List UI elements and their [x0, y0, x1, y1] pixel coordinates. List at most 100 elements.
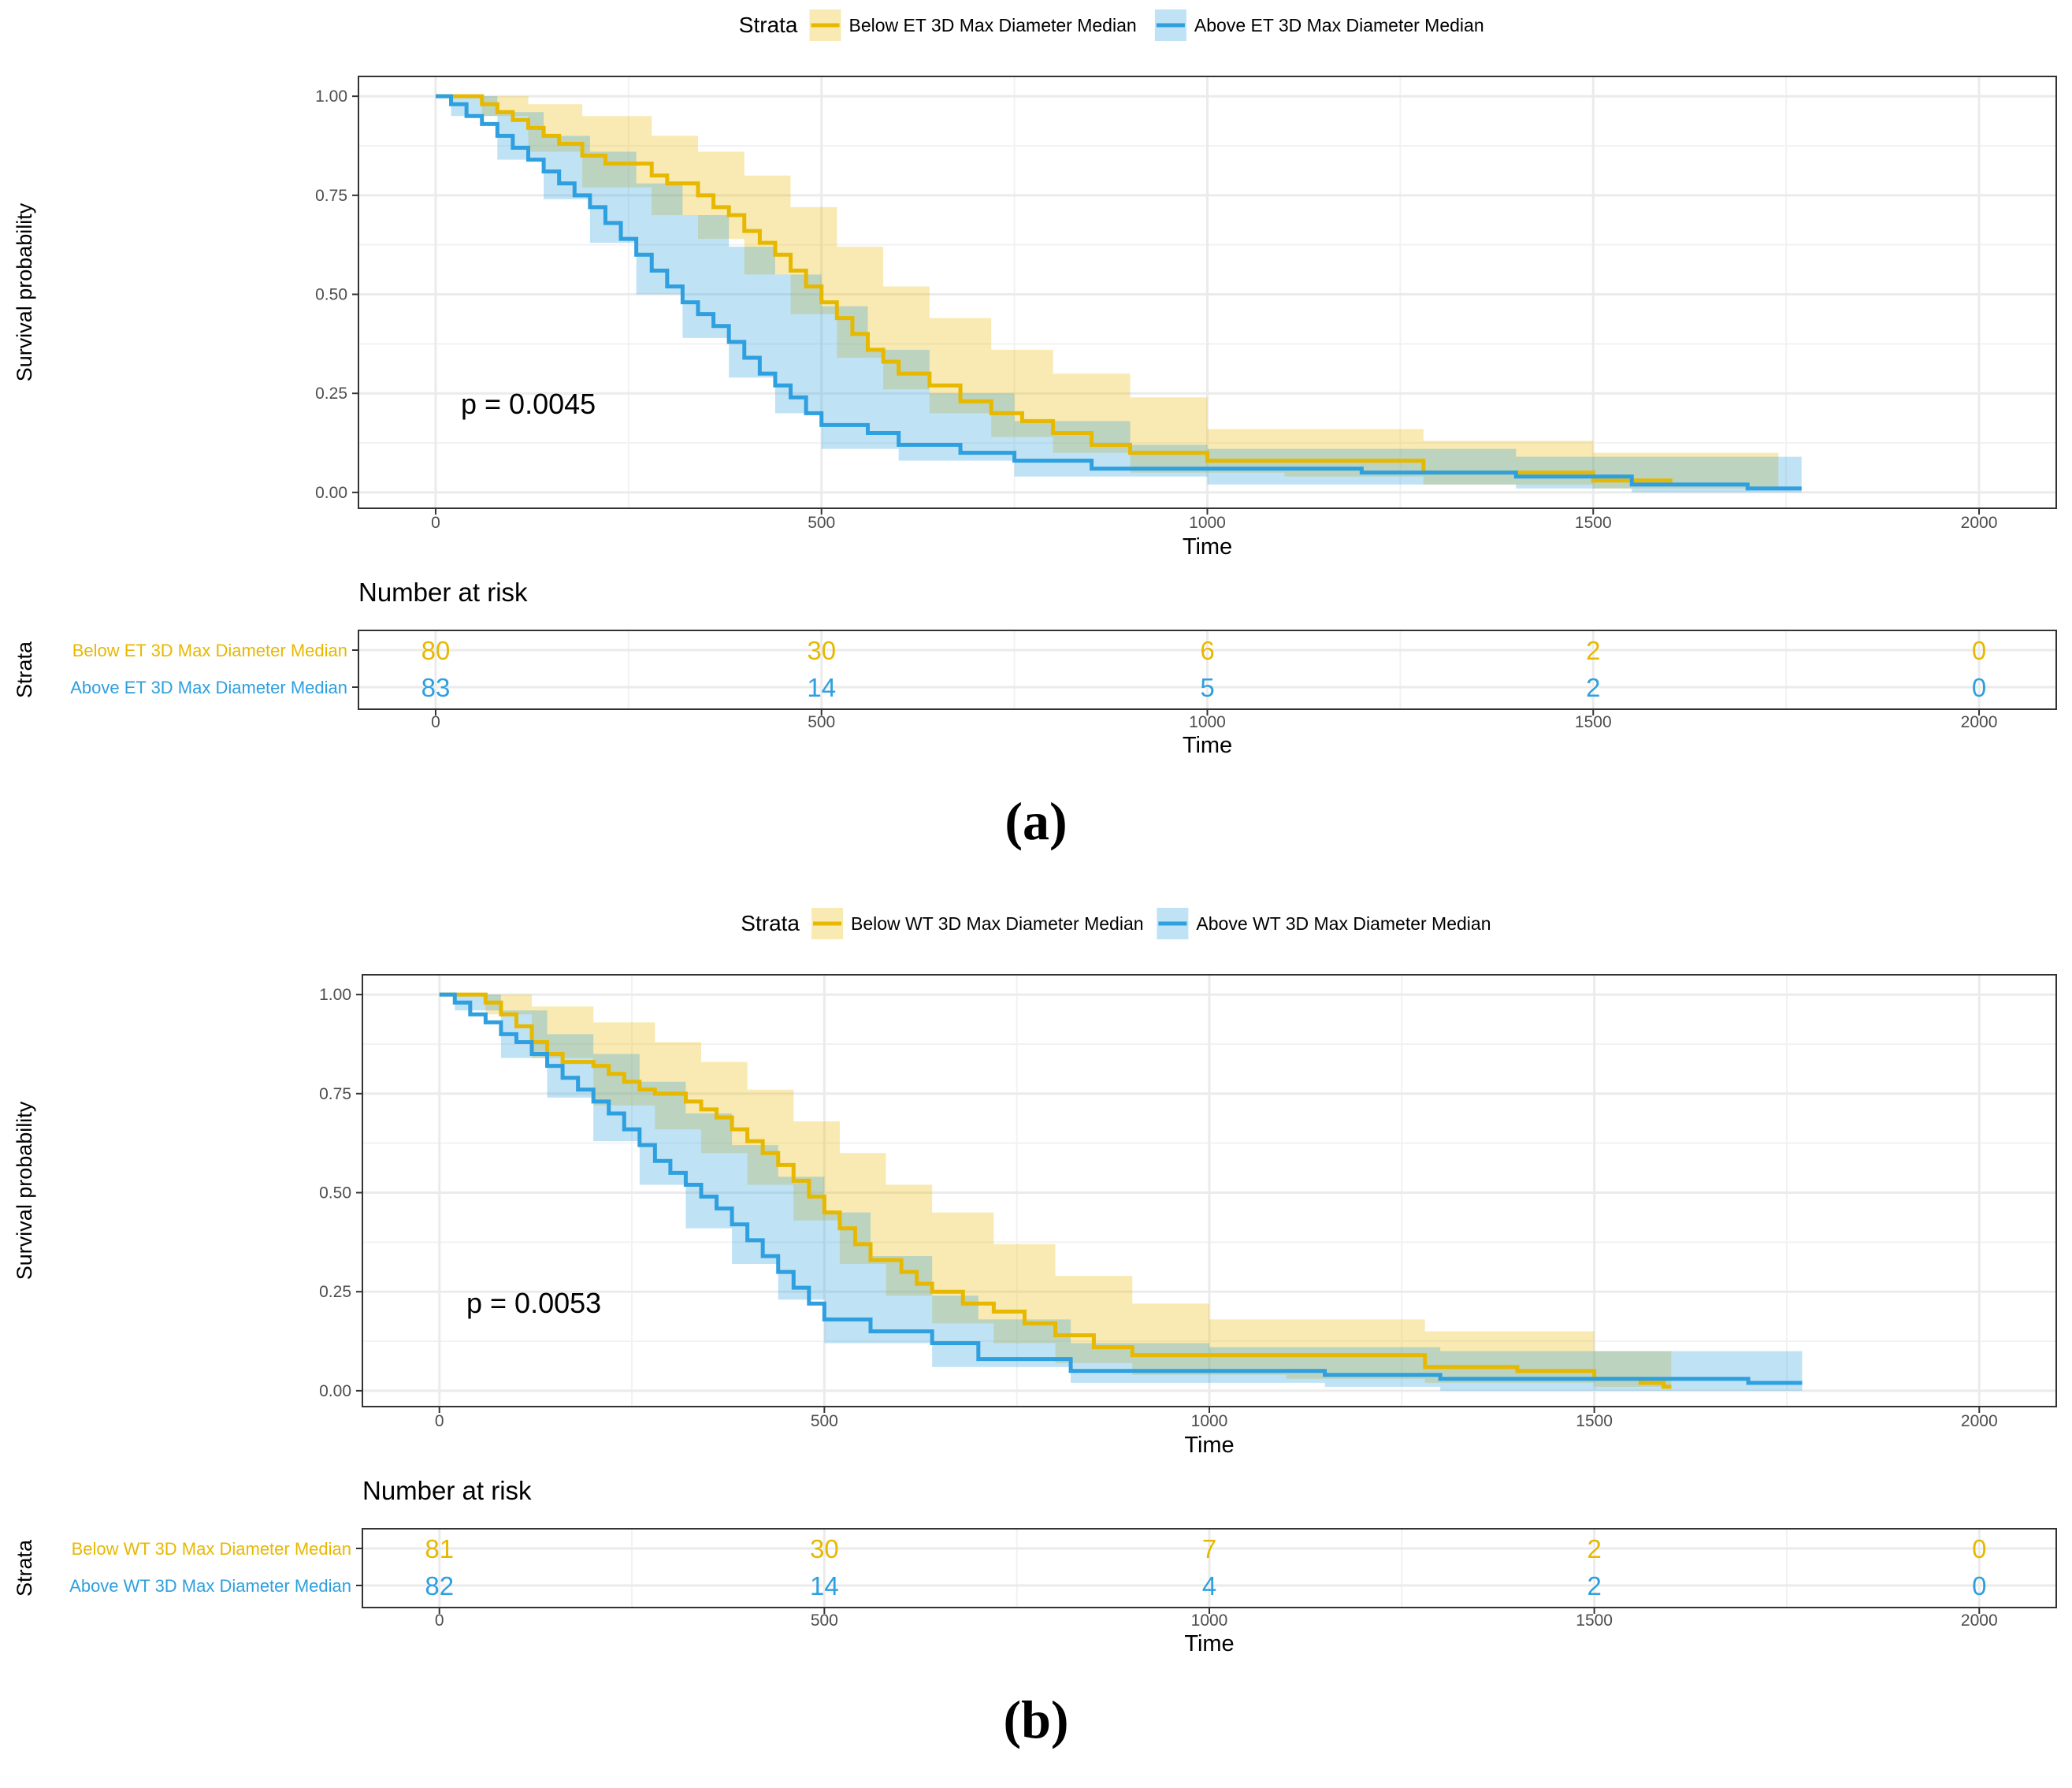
risk-count: 4 [1202, 1571, 1216, 1600]
risk-x-axis-title: Time [1183, 733, 1232, 758]
legend-item-below: Below WT 3D Max Diameter Median [851, 913, 1144, 934]
risk-count: 2 [1586, 636, 1600, 665]
x-axis-title: Time [1184, 1433, 1234, 1458]
y-tick-label: 0.75 [315, 187, 347, 205]
y-tick-label: 0.25 [319, 1283, 351, 1301]
risk-count: 81 [425, 1534, 454, 1563]
x-tick-label: 500 [811, 1611, 838, 1630]
panel-label: (b) [1003, 1689, 1068, 1749]
x-tick-label: 0 [431, 713, 440, 731]
legend-title: Strata [739, 13, 798, 37]
y-tick-label: 0.50 [319, 1184, 351, 1203]
x-tick-label: 0 [431, 514, 440, 532]
x-tick-label: 1500 [1576, 1412, 1613, 1430]
survival-curve-above [435, 94, 1802, 491]
risk-count: 0 [1972, 1571, 1986, 1600]
risk-count: 7 [1202, 1534, 1216, 1563]
risk-row-label: Above WT 3D Max Diameter Median [69, 1576, 351, 1596]
y-tick-label: 1.00 [319, 986, 351, 1004]
x-tick-label: 1500 [1576, 1611, 1613, 1630]
risk-count: 5 [1200, 673, 1214, 702]
panel-a: Strata Below ET 3D Max Diameter Median Abo… [13, 9, 2057, 851]
y-tick-label: 0.75 [319, 1085, 351, 1103]
survival-curve-below [439, 992, 1672, 1389]
x-tick-label: 2000 [1961, 713, 1998, 731]
x-tick-label: 0 [435, 1611, 444, 1630]
risk-count: 2 [1587, 1534, 1601, 1563]
legend: Strata Below WT 3D Max Diameter Median Abo… [741, 908, 1491, 939]
x-axis-title: Time [1183, 534, 1232, 559]
x-tick-label: 1000 [1191, 1412, 1228, 1430]
risk-row-label: Below WT 3D Max Diameter Median [72, 1539, 351, 1559]
x-tick-label: 1000 [1189, 514, 1226, 532]
p-value: p = 0.0053 [466, 1287, 601, 1319]
legend-title: Strata [741, 911, 800, 935]
legend-key-below [811, 908, 843, 939]
risk-count: 14 [807, 673, 836, 702]
x-tick-label: 1500 [1575, 514, 1612, 532]
legend-key-above [1157, 908, 1189, 939]
x-tick-label: 500 [811, 1412, 838, 1430]
risk-row-above: Above ET 3D Max Diameter Median 83 14 5 2 0 [70, 673, 1986, 702]
x-tick-label: 1000 [1189, 713, 1226, 731]
y-tick-label: 0.00 [319, 1382, 351, 1400]
survival-curve-below [435, 94, 1673, 485]
risk-table: Number at risk Below WT 3D Max Diameter M… [13, 1476, 2057, 1656]
risk-count: 0 [1972, 1534, 1986, 1563]
legend-item-above: Above ET 3D Max Diameter Median [1194, 15, 1484, 35]
x-tick-label: 500 [808, 713, 835, 731]
risk-count: 80 [421, 636, 451, 665]
legend-item-above: Above WT 3D Max Diameter Median [1196, 913, 1491, 934]
risk-count: 0 [1972, 673, 1986, 702]
legend-key-below [809, 9, 841, 41]
ci-band-above [439, 994, 1803, 1391]
risk-count: 83 [421, 673, 451, 702]
y-tick-label: 0.25 [315, 385, 347, 403]
risk-table: Number at risk Below ET 3D Max Diameter M… [13, 578, 2057, 758]
legend: Strata Below ET 3D Max Diameter Median Abo… [739, 9, 1484, 41]
legend-item-below: Below ET 3D Max Diameter Median [849, 15, 1137, 35]
risk-x-axis-title: Time [1184, 1631, 1234, 1656]
y-tick-label: 0.00 [315, 484, 347, 502]
risk-count: 2 [1587, 1571, 1601, 1600]
x-tick-label: 2000 [1961, 1611, 1998, 1630]
ci-band-above [435, 96, 1802, 493]
y-tick-label: 0.50 [315, 286, 347, 304]
plot-area: p = 0.0053 0 500 1000 1500 2000 0.00 0.25 0.50 0.… [13, 974, 2057, 1458]
panel-b: Strata Below WT 3D Max Diameter Median Abo… [13, 908, 2057, 1749]
y-tick-label: 1.00 [315, 87, 347, 106]
plot-area: p = 0.0045 0 500 1000 1500 2000 0.00 0.25 0.50 0.… [13, 76, 2057, 559]
risk-count: 2 [1586, 673, 1600, 702]
risk-y-axis-title: Strata [13, 1539, 36, 1597]
risk-row-above: Above WT 3D Max Diameter Median 82 14 4 2 0 [69, 1571, 1986, 1600]
risk-count: 30 [810, 1534, 839, 1563]
risk-table-title: Number at risk [362, 1476, 532, 1505]
p-value: p = 0.0045 [461, 388, 596, 420]
risk-table-title: Number at risk [358, 578, 528, 607]
ci-band-below [439, 994, 1672, 1387]
legend-key-above [1154, 9, 1186, 41]
y-axis-title: Survival probability [13, 1101, 36, 1280]
x-tick-label: 2000 [1961, 1412, 1998, 1430]
risk-count: 82 [425, 1571, 454, 1600]
x-tick-label: 1000 [1191, 1611, 1228, 1630]
x-tick-label: 0 [435, 1412, 444, 1430]
risk-y-axis-title: Strata [13, 641, 36, 698]
risk-row-label: Below ET 3D Max Diameter Median [72, 641, 347, 660]
risk-row-label: Above ET 3D Max Diameter Median [70, 678, 347, 697]
x-tick-label: 500 [808, 514, 835, 532]
x-tick-label: 1500 [1575, 713, 1612, 731]
risk-count: 0 [1972, 636, 1986, 665]
panel-label: (a) [1004, 791, 1067, 851]
risk-count: 30 [807, 636, 836, 665]
risk-row-below: Below WT 3D Max Diameter Median 81 30 7 2 0 [72, 1534, 1987, 1563]
y-axis-title: Survival probability [13, 203, 36, 381]
ci-band-below [435, 96, 1779, 489]
survival-curve-above [439, 992, 1803, 1385]
risk-count: 14 [810, 1571, 839, 1600]
risk-count: 6 [1200, 636, 1214, 665]
x-tick-label: 2000 [1961, 514, 1998, 532]
risk-row-below: Below ET 3D Max Diameter Median 80 30 6 2 0 [72, 636, 1987, 665]
